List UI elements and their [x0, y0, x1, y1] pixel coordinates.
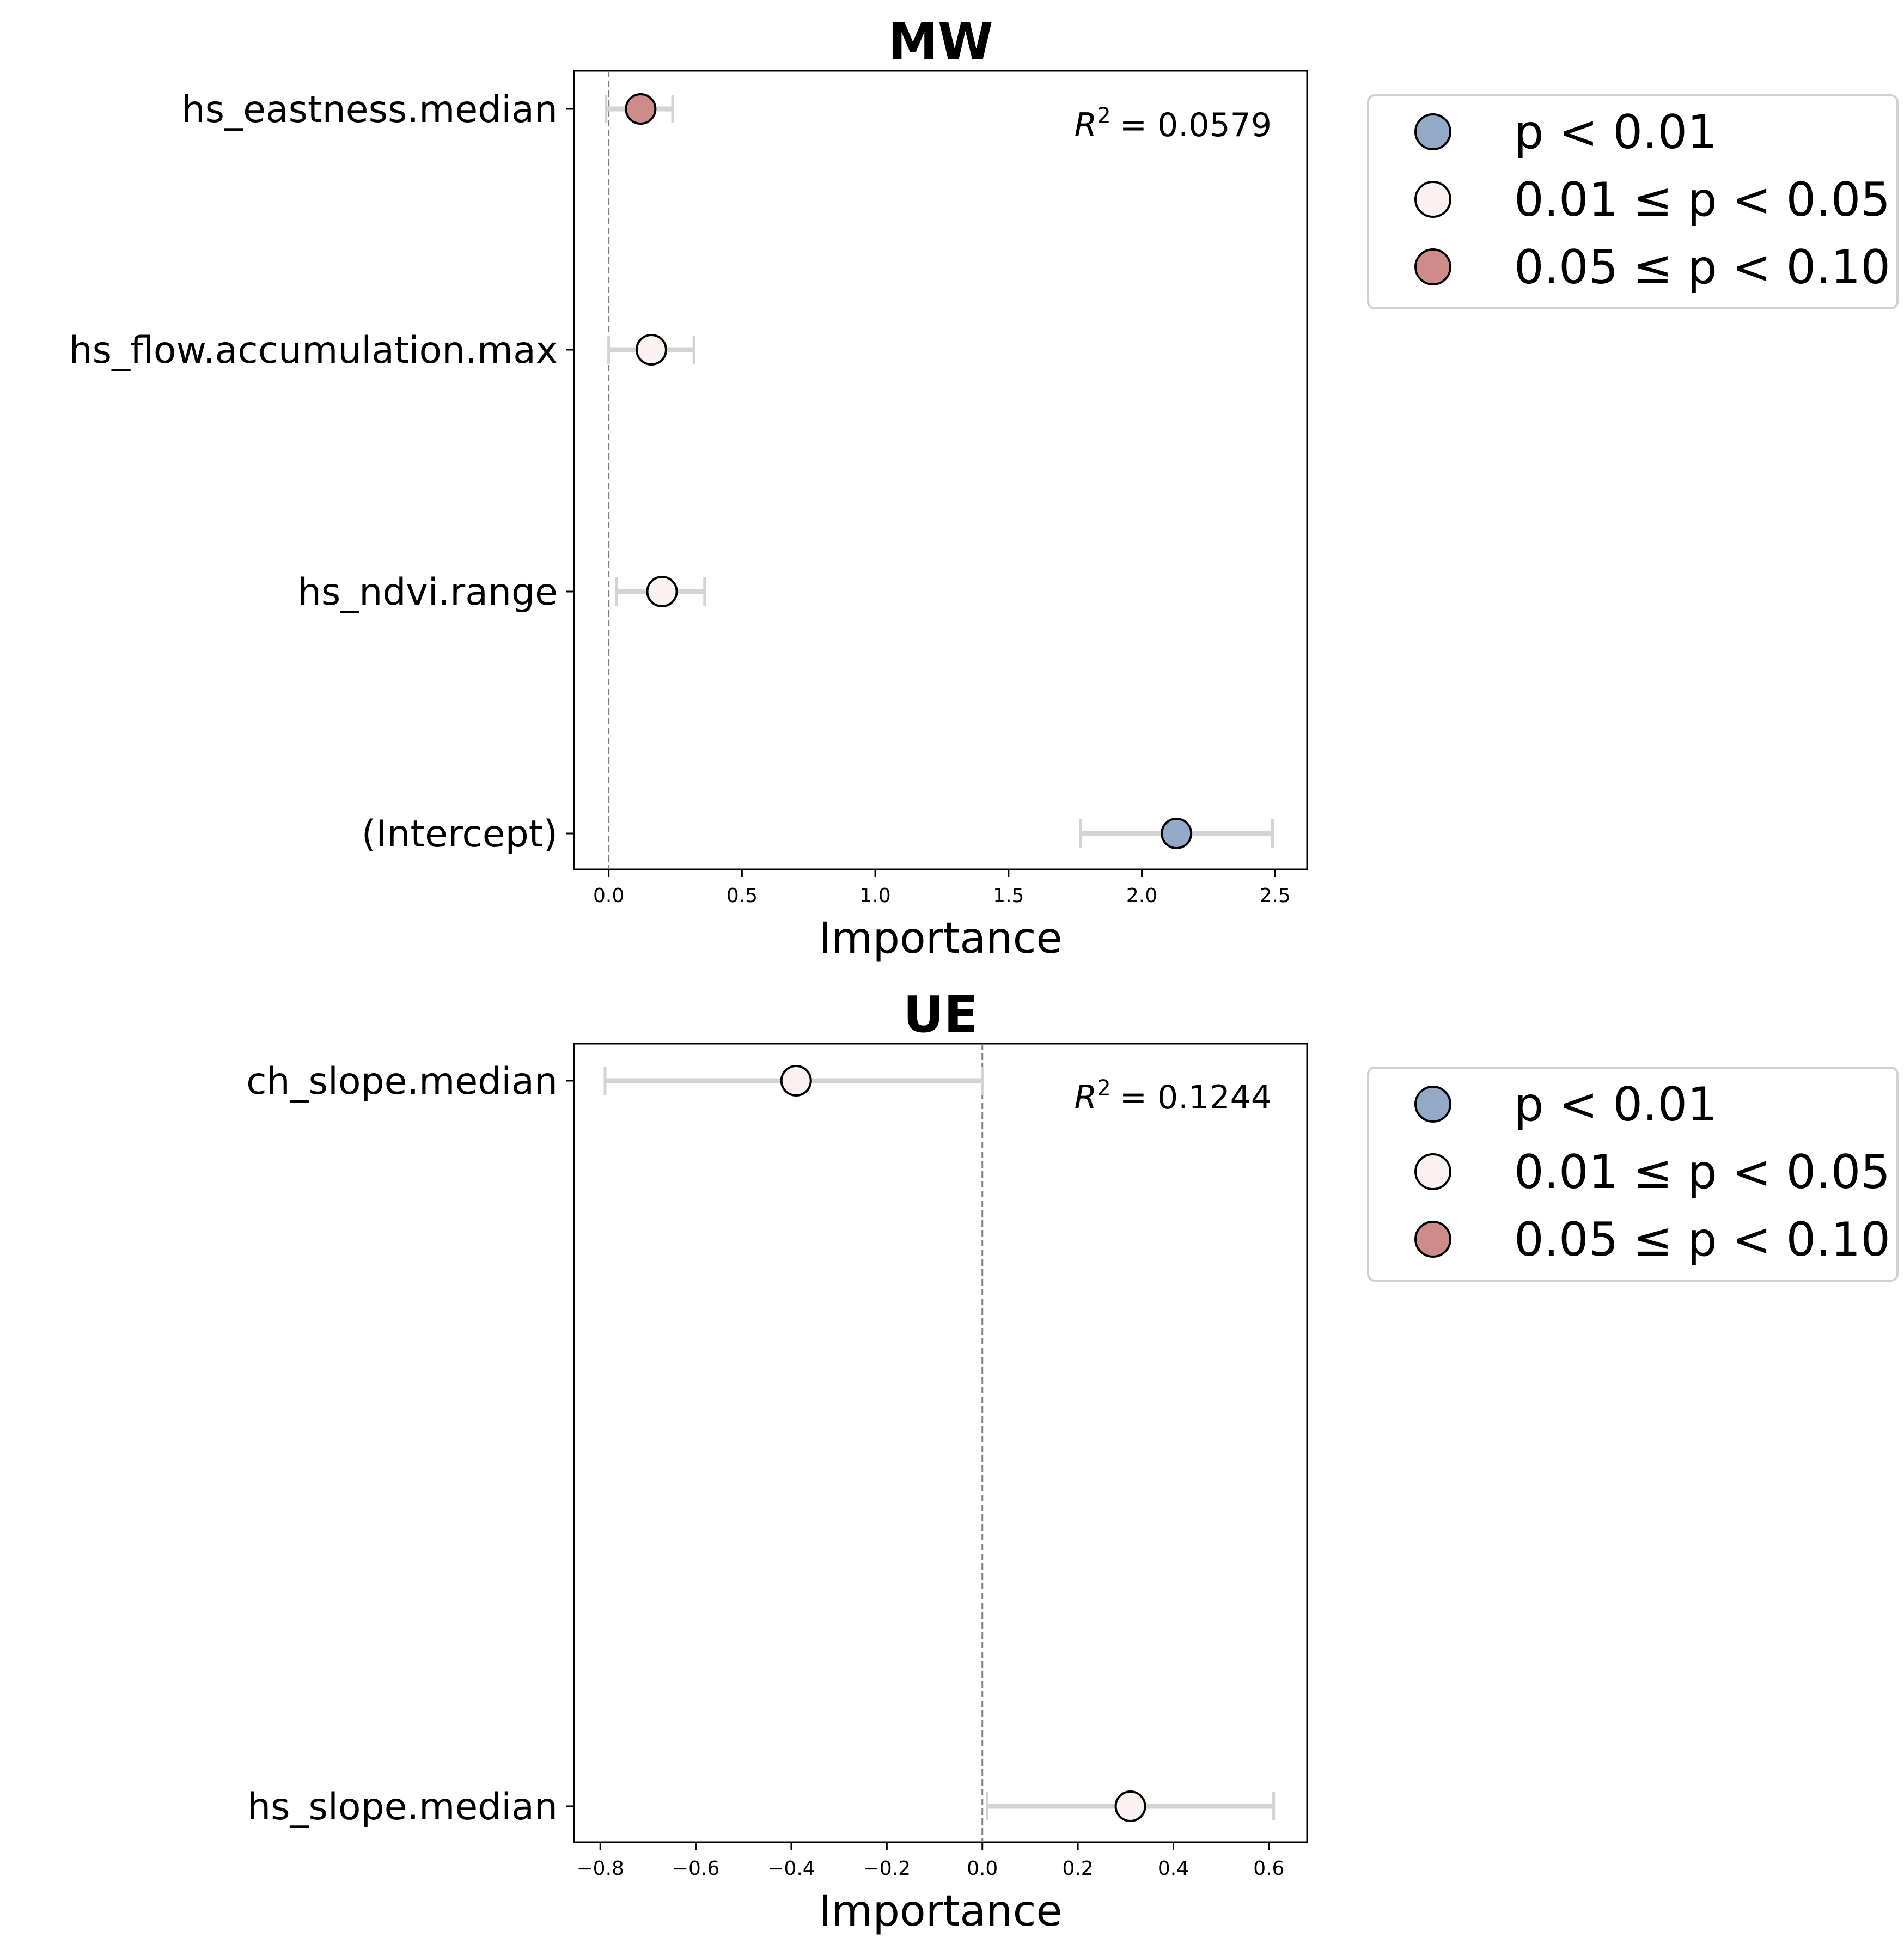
plot-frame	[573, 70, 1308, 870]
estimate-point	[780, 1065, 812, 1097]
legend-marker	[1414, 1153, 1451, 1190]
legend-label: 0.01 ≤ p < 0.05	[1514, 173, 1890, 227]
x-axis-label: Importance	[819, 914, 1063, 963]
x-tick-label: −0.8	[577, 1857, 624, 1880]
y-tick-label: hs_ndvi.range	[298, 571, 558, 614]
x-tick-label: 0.5	[727, 885, 758, 907]
r2-symbol: R	[1075, 1079, 1097, 1117]
legend-label: p < 0.01	[1514, 105, 1717, 160]
y-tick-label: ch_slope.median	[246, 1060, 558, 1103]
x-tick-label: 2.0	[1126, 885, 1157, 907]
estimate-point	[635, 334, 667, 366]
legend-marker	[1414, 181, 1451, 218]
r-squared-annotation: R2 = 0.0579	[1075, 103, 1272, 144]
r2-value: = 0.1244	[1120, 1079, 1272, 1117]
estimate-point	[1114, 1790, 1146, 1822]
chart-panel-ue: UE −0.8 −0.6 −0.4 −0.2 0.0 0.2 0.4 0.6 Importance…	[246, 985, 1899, 1936]
x-tick-label: 0.2	[1062, 1857, 1093, 1880]
y-tick-label: hs_eastness.median	[182, 88, 558, 131]
legend-box	[1367, 94, 1899, 309]
r2-value: = 0.0579	[1120, 106, 1272, 144]
legend-marker	[1414, 1221, 1451, 1258]
chart-title: UE	[903, 985, 978, 1044]
r2-superscript: 2	[1097, 1076, 1110, 1101]
legend-box	[1367, 1067, 1899, 1282]
x-tick-label: 1.5	[993, 885, 1024, 907]
x-tick-label: −0.2	[863, 1857, 911, 1880]
legend: p < 0.01 0.01 ≤ p < 0.05 0.05 ≤ p < 0.10	[1367, 1067, 1899, 1282]
y-tick-label: hs_slope.median	[247, 1786, 558, 1829]
r2-symbol: R	[1075, 106, 1097, 144]
legend: p < 0.01 0.01 ≤ p < 0.05 0.05 ≤ p < 0.10	[1367, 94, 1899, 309]
legend-marker	[1414, 248, 1451, 285]
r-squared-annotation: R2 = 0.1244	[1075, 1076, 1272, 1117]
r2-superscript: 2	[1097, 103, 1110, 129]
y-tick-label: hs_flow.accumulation.max	[69, 329, 558, 372]
estimate-point	[625, 93, 657, 125]
legend-label: 0.05 ≤ p < 0.10	[1514, 240, 1890, 295]
estimate-point	[646, 576, 678, 607]
legend-label: p < 0.01	[1514, 1077, 1717, 1132]
legend-label: 0.01 ≤ p < 0.05	[1514, 1145, 1890, 1199]
estimate-point	[1161, 818, 1193, 849]
chart-panel-mw: MW 0.0 0.5 1.0 1.5 2.0 2.5 Importance R2 = 0.0579…	[69, 13, 1899, 963]
plot-frame	[573, 1043, 1308, 1843]
x-tick-label: 2.5	[1260, 885, 1291, 907]
x-axis-label: Importance	[819, 1887, 1063, 1936]
x-tick-label: 0.4	[1158, 1857, 1189, 1880]
legend-marker	[1414, 1086, 1451, 1123]
x-tick-label: 0.6	[1253, 1857, 1284, 1880]
x-tick-label: 1.0	[859, 885, 890, 907]
y-tick-label: (Intercept)	[362, 813, 558, 856]
x-tick-label: 0.0	[967, 1857, 998, 1880]
chart-title: MW	[888, 13, 993, 71]
x-tick-label: −0.6	[672, 1857, 719, 1880]
legend-marker	[1414, 113, 1451, 150]
x-tick-label: −0.4	[767, 1857, 815, 1880]
legend-label: 0.05 ≤ p < 0.10	[1514, 1213, 1890, 1267]
x-tick-label: 0.0	[593, 885, 624, 907]
